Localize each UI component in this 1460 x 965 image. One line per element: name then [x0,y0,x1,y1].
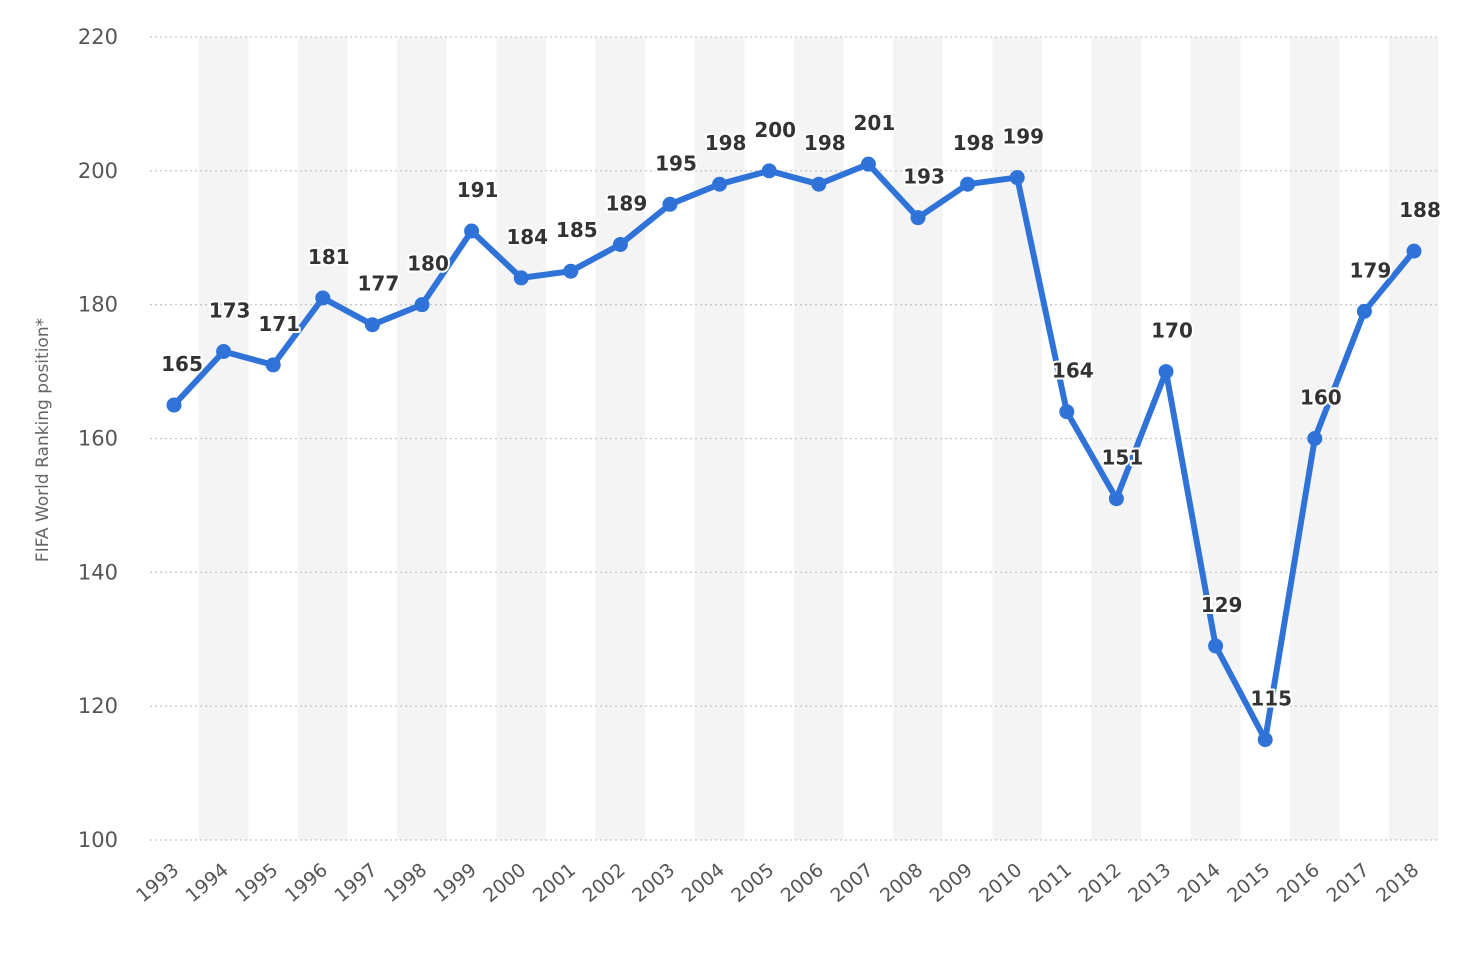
y-tick-label: 120 [78,694,118,718]
x-tick-label: 2009 [926,859,977,907]
data-point[interactable] [860,156,876,172]
x-tick-label: 2003 [628,859,679,907]
x-tick-label: 1994 [182,859,233,907]
data-point[interactable] [712,176,728,192]
column-band [992,37,1042,840]
y-tick-label: 220 [78,25,118,49]
y-axis-title: FIFA World Ranking position* [33,318,53,562]
data-point[interactable] [216,344,232,360]
x-tick-label: 1995 [231,859,282,907]
x-tick-label: 2002 [578,859,629,907]
data-label: 193 [903,165,945,189]
x-tick-label: 2016 [1273,859,1324,907]
data-point[interactable] [1208,638,1224,654]
data-label: 170 [1151,319,1193,343]
data-point[interactable] [960,176,976,192]
x-tick-label: 2000 [479,859,530,907]
data-label: 177 [358,272,400,296]
data-point[interactable] [910,210,926,226]
x-tick-label: 2018 [1372,859,1423,907]
x-tick-label: 2006 [777,859,828,907]
data-label: 160 [1300,386,1342,410]
data-label: 115 [1250,687,1292,711]
x-tick-label: 2014 [1174,859,1225,907]
x-tick-label: 2013 [1124,859,1175,907]
data-point[interactable] [1257,732,1273,748]
y-axis-ticks: 100 120 140 160 180 200 220 [78,25,118,852]
x-tick-label: 2010 [975,859,1026,907]
data-label: 181 [308,245,350,269]
data-label: 198 [804,131,846,155]
data-point[interactable] [612,236,628,252]
data-label: 198 [953,131,995,155]
data-point[interactable] [364,317,380,333]
x-tick-label: 1993 [132,859,183,907]
x-tick-label: 2004 [678,859,729,907]
data-label: 164 [1052,359,1094,383]
data-label: 165 [161,352,203,376]
data-point[interactable] [1406,243,1422,259]
series-line [171,161,1417,743]
x-tick-label: 2008 [876,859,927,907]
data-point[interactable] [1307,431,1323,446]
data-label: 180 [407,252,449,276]
x-tick-label: 2011 [1025,859,1076,907]
x-tick-label: 1998 [380,859,431,907]
data-label: 198 [705,131,747,155]
data-label: 173 [209,299,251,323]
data-point[interactable] [1158,364,1174,380]
x-tick-label: 2005 [727,859,778,907]
data-point[interactable] [662,196,678,212]
data-label: 179 [1350,258,1392,282]
x-tick-label: 1996 [281,859,332,907]
series-line-group [171,161,1417,743]
data-point[interactable] [464,223,480,239]
data-points [166,156,1422,748]
data-label: 199 [1002,125,1044,149]
x-tick-label: 2017 [1322,859,1373,907]
x-tick-label: 1997 [330,859,381,907]
y-tick-label: 200 [78,159,118,183]
y-tick-label: 180 [78,293,118,317]
data-label: 184 [506,225,548,249]
data-label: 151 [1102,446,1144,470]
data-label: 200 [754,118,796,142]
data-point[interactable] [315,290,331,306]
x-axis-ticks: 1993199419951996199719981999200020012002… [132,859,1423,907]
x-tick-label: 2012 [1074,859,1125,907]
data-label: 191 [457,178,499,202]
data-label: 188 [1399,198,1441,222]
data-point[interactable] [1108,491,1124,507]
data-point[interactable] [414,297,430,313]
data-label: 185 [556,218,598,242]
data-label: 189 [606,191,648,215]
data-label: 171 [258,312,300,336]
y-tick-label: 100 [78,828,118,852]
x-tick-label: 2007 [826,859,877,907]
x-tick-label: 2001 [529,859,580,907]
data-point[interactable] [265,357,281,373]
data-point[interactable] [1009,170,1025,186]
data-label: 201 [854,111,896,135]
x-tick-label: 2015 [1223,859,1274,907]
data-label: 195 [655,151,697,175]
data-labels: 165 173 171 181 177 180 191 184 185 189 195 198 200 1… [159,109,1443,712]
data-point[interactable] [761,163,777,179]
data-point[interactable] [563,263,579,279]
data-point[interactable] [1059,404,1075,420]
y-tick-label: 160 [78,427,118,451]
gridlines [150,36,1440,841]
data-point[interactable] [1356,303,1372,319]
data-label: 129 [1201,593,1243,617]
data-point[interactable] [513,270,529,286]
data-point[interactable] [811,176,827,192]
data-point[interactable] [166,397,182,413]
x-tick-label: 1999 [430,859,481,907]
y-tick-label: 140 [78,560,118,584]
